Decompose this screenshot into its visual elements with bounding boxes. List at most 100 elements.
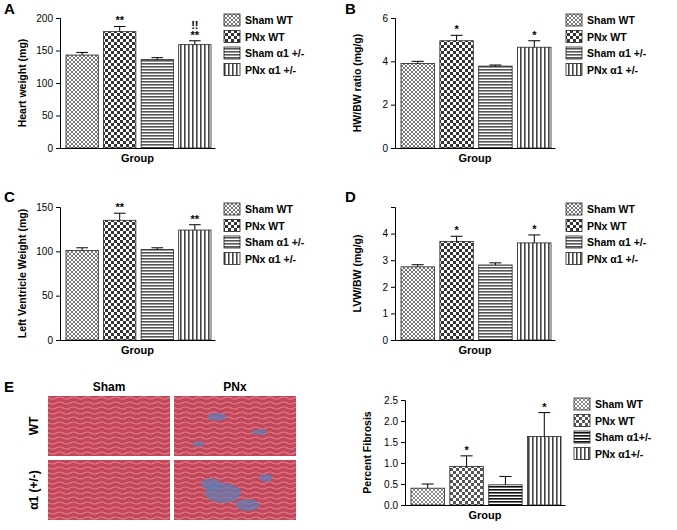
fibrosis-stain: [251, 429, 267, 435]
x-axis-line: [396, 340, 556, 341]
legend-swatch: [566, 203, 582, 215]
legend-label: Sham α1 +/-: [245, 47, 305, 59]
y-tick: 6: [382, 13, 395, 24]
plot-marks: [66, 213, 211, 340]
legend-swatch: [566, 236, 582, 248]
y-tick-label: 1: [382, 308, 388, 319]
x-axis: [396, 148, 556, 149]
error-bar: [489, 263, 501, 265]
x-axis-line: [406, 505, 566, 506]
panel-letter: A: [4, 0, 15, 17]
y-tick-label: 0: [47, 335, 53, 346]
error-bar: [528, 41, 540, 48]
fibrosis-stain: [235, 499, 259, 511]
legend-label: PNx α1+/-: [595, 448, 644, 460]
bar: [104, 32, 136, 148]
legend-label: PNx WT: [245, 220, 285, 232]
y-axis: 0.00.51.01.52.02.5: [384, 395, 405, 511]
y-tick-label: 2: [382, 99, 388, 110]
legend-swatch: [566, 220, 582, 232]
y-axis-title: Left Ventricle Weight (mg): [16, 209, 28, 338]
micrograph: [48, 396, 170, 456]
y-tick-label: 0: [382, 335, 388, 346]
y-tick: 2: [382, 282, 395, 293]
error-bar: [412, 265, 424, 267]
x-axis-line: [61, 340, 216, 341]
legend-swatch: [224, 47, 240, 59]
y-tick: 100: [36, 78, 60, 89]
y-tick-label: 0: [382, 143, 388, 154]
error-bar: [76, 248, 88, 251]
y-tick: 2: [382, 99, 395, 110]
y-axis-line: [401, 401, 406, 506]
y-tick: 1: [382, 308, 395, 319]
y-tick-label: 2.0: [384, 416, 398, 427]
column-label: Sham: [93, 380, 126, 394]
bar-chart: C050100150GroupLeft Ventricle Weight (mg…: [4, 188, 305, 356]
y-axis-line: [56, 19, 61, 149]
y-tick-label: 2: [382, 282, 388, 293]
legend-label: Sham WT: [587, 14, 635, 26]
bar: [518, 243, 551, 340]
y-tick-label: 100: [36, 246, 53, 257]
y-tick: 3: [382, 255, 395, 266]
y-tick-mark: [401, 421, 405, 422]
bar: [141, 60, 173, 148]
y-tick: 50: [42, 290, 60, 301]
legend: Sham WTPNx WTSham α1 +/-PNx α1 +/-: [224, 14, 305, 76]
y-tick-mark: [401, 484, 405, 485]
panel-letter: C: [4, 188, 15, 205]
y-axis: 0 2 4 6: [382, 13, 395, 154]
bar-chart: 0.00.51.01.52.02.5GroupPercent Fibrosis*…: [361, 395, 652, 521]
error-bar: [76, 52, 88, 55]
plot-marks: [401, 35, 551, 148]
fibrosis-stain: [192, 441, 204, 447]
y-tick-mark: [391, 234, 395, 235]
y-axis-title: Heart weight (mg): [16, 39, 28, 128]
error-bar: [189, 225, 201, 230]
y-tick-mark: [391, 287, 395, 288]
bar: [141, 250, 173, 340]
legend-swatch: [574, 398, 590, 410]
y-tick: 2.5: [384, 395, 405, 406]
error-bar: [114, 26, 126, 31]
legend-swatch: [224, 31, 240, 43]
bar: [440, 41, 473, 148]
error-bar: [451, 35, 463, 40]
bar: [411, 488, 444, 505]
legend-swatch: [224, 14, 240, 26]
y-tick-mark: [56, 116, 60, 117]
column-label: PNx: [223, 380, 247, 394]
y-tick-label: 2.5: [384, 395, 398, 406]
bar: [179, 45, 211, 148]
legend: Sham WTPNx WTSham α1 +/-PNx α1 +/-: [566, 203, 647, 265]
y-tick-label: 0: [47, 143, 53, 154]
y-tick-mark: [391, 260, 395, 261]
legend-label: PNx WT: [245, 31, 285, 43]
micrograph: [48, 460, 170, 520]
x-axis: [61, 340, 216, 341]
y-tick-mark: [391, 61, 395, 62]
x-axis-title: Group: [469, 509, 502, 521]
legend-swatch: [566, 14, 582, 26]
panel-letter: D: [345, 188, 356, 205]
y-tick: 2.0: [384, 416, 405, 427]
micrograph: [174, 396, 296, 456]
bar: [401, 267, 434, 340]
annotation: *: [532, 29, 537, 41]
legend-label: PNx α1 +/-: [245, 64, 297, 76]
y-tick: 4: [382, 56, 395, 67]
error-bar: [422, 484, 434, 488]
y-tick-mark: [391, 148, 395, 149]
bar: [489, 485, 522, 505]
bar: [518, 47, 551, 148]
legend-swatch: [566, 64, 582, 76]
bar: [104, 220, 136, 340]
legend-swatch: [566, 253, 582, 265]
bar: [479, 265, 512, 340]
bar-chart: B0246GroupHW/BW ratio (mg/g)**Sham WTPNx…: [345, 0, 647, 164]
y-tick: 0: [47, 335, 60, 346]
y-axis-title: HW/BW ratio (mg/g): [351, 34, 363, 133]
legend-label: Sham α1 +/-: [245, 236, 305, 248]
bar: [66, 55, 98, 148]
